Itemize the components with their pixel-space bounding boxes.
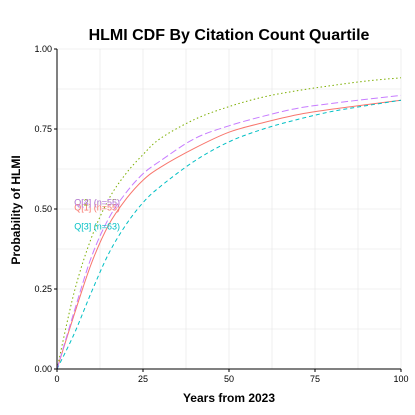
chart-title: HLMI CDF By Citation Count Quartile (89, 27, 370, 44)
series-lines (56, 77, 402, 370)
x-tick-label: 25 (138, 374, 148, 384)
series-line-1 (56, 99, 402, 370)
x-tick-label: 75 (310, 374, 320, 384)
x-tick-label: 50 (224, 374, 234, 384)
series-label-4: Q[4] (n=56) (74, 198, 120, 208)
gridlines (56, 48, 402, 370)
y-tick-label: 0.25 (34, 284, 52, 294)
axes: 0.00 0.25 0.50 0.75 1.00 0 25 50 75 100 (34, 44, 408, 384)
series-label-2: Q[2] (n=55) (74, 198, 120, 208)
series-line-4 (56, 94, 402, 370)
series-label-3: Q[3] (n=63) (74, 222, 120, 232)
series-line-2 (56, 77, 402, 370)
y-tick-label: 0.00 (34, 364, 52, 374)
y-tick-label: 0.50 (34, 204, 52, 214)
series-label-1: Q[1] (n=55) (74, 202, 120, 212)
series-labels: Q[1] (n=55)Q[2] (n=55) Q[3] (n=63) Q[4] (n… (74, 198, 120, 232)
x-axis-title: Years from 2023 (183, 391, 275, 405)
y-tick-label: 0.75 (34, 124, 52, 134)
x-tick-label: 0 (54, 374, 59, 384)
y-tick-label: 1.00 (34, 44, 52, 54)
y-axis-title: Probability of HLMI (9, 155, 23, 264)
x-tick-label: 100 (393, 374, 408, 384)
series-line-3 (56, 99, 402, 370)
